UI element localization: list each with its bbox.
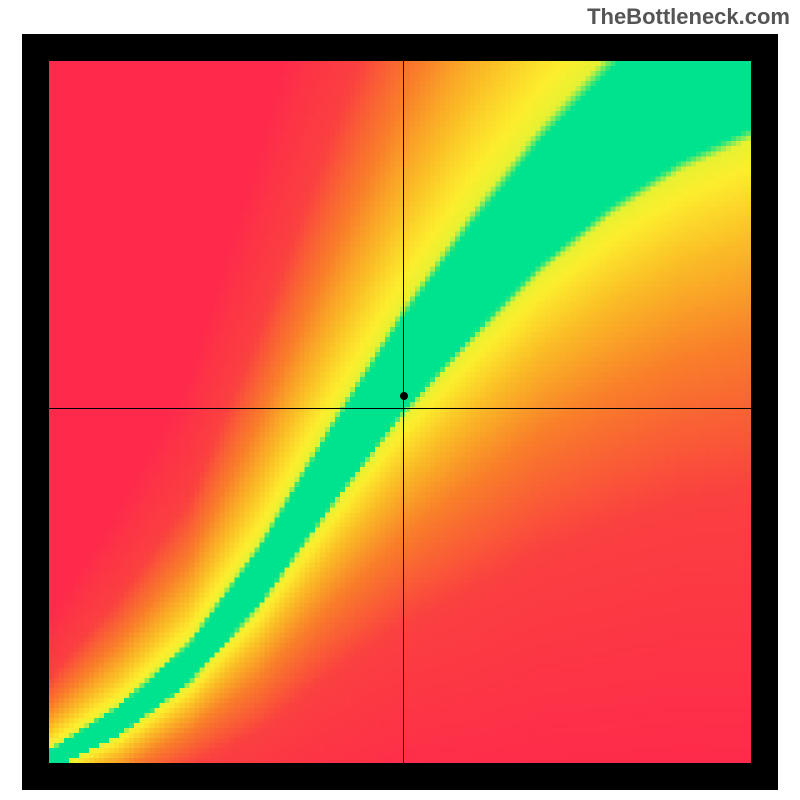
heatmap-plot-area bbox=[49, 61, 751, 763]
crosshair-vertical bbox=[403, 61, 404, 763]
heatmap-canvas bbox=[49, 61, 751, 763]
crosshair-marker-dot bbox=[400, 392, 408, 400]
heatmap-frame bbox=[22, 34, 778, 790]
crosshair-horizontal bbox=[49, 408, 751, 409]
watermark-text: TheBottleneck.com bbox=[587, 4, 790, 30]
